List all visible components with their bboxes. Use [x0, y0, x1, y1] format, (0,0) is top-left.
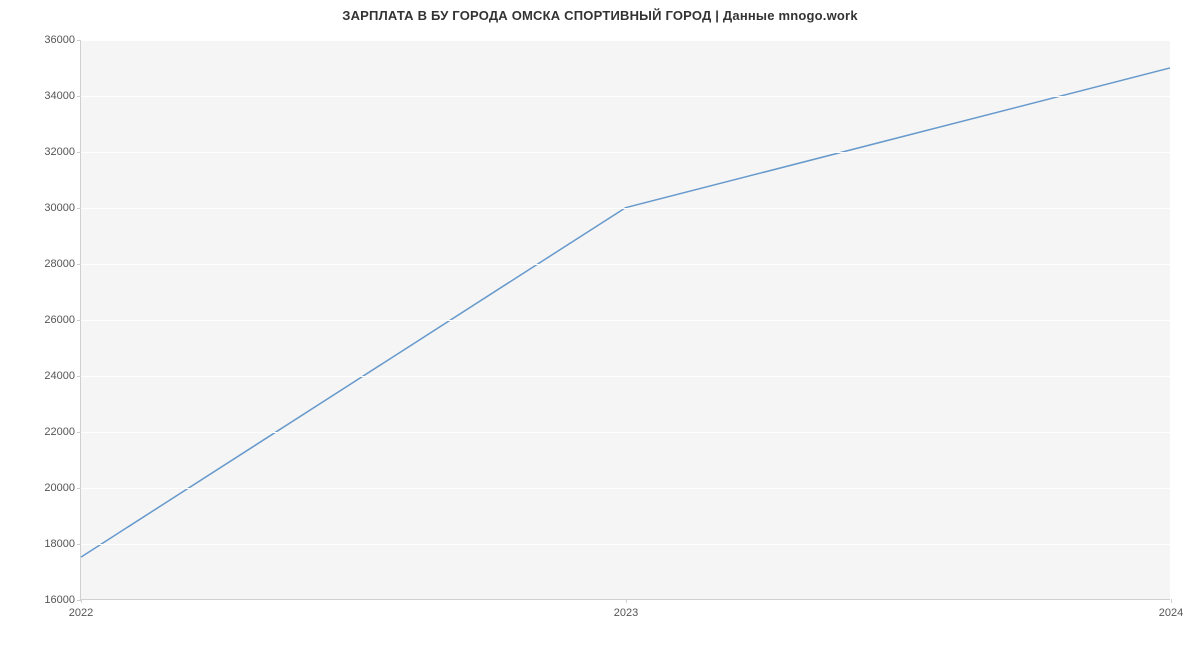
x-tick-label: 2024 [1159, 607, 1183, 619]
x-tick-mark [1171, 599, 1172, 603]
y-tick-mark [77, 320, 81, 321]
y-tick-label: 18000 [44, 538, 75, 550]
gridline-h [81, 544, 1170, 545]
gridline-h [81, 320, 1170, 321]
gridline-h [81, 152, 1170, 153]
y-tick-label: 32000 [44, 146, 75, 158]
y-tick-mark [77, 96, 81, 97]
x-tick-label: 2022 [69, 607, 93, 619]
y-tick-mark [77, 40, 81, 41]
x-tick-label: 2023 [614, 607, 638, 619]
y-tick-label: 34000 [44, 90, 75, 102]
x-tick-mark [626, 599, 627, 603]
line-series-salary [81, 68, 1170, 557]
y-tick-mark [77, 544, 81, 545]
y-tick-mark [77, 264, 81, 265]
gridline-h [81, 376, 1170, 377]
gridline-h [81, 488, 1170, 489]
y-tick-label: 22000 [44, 426, 75, 438]
y-tick-label: 28000 [44, 258, 75, 270]
chart-title: ЗАРПЛАТА В БУ ГОРОДА ОМСКА СПОРТИВНЫЙ ГО… [0, 8, 1200, 23]
salary-chart: ЗАРПЛАТА В БУ ГОРОДА ОМСКА СПОРТИВНЫЙ ГО… [0, 0, 1200, 650]
y-tick-label: 26000 [44, 314, 75, 326]
y-tick-label: 36000 [44, 34, 75, 46]
y-tick-label: 20000 [44, 482, 75, 494]
y-tick-mark [77, 432, 81, 433]
y-tick-label: 24000 [44, 370, 75, 382]
y-tick-mark [77, 488, 81, 489]
y-tick-mark [77, 208, 81, 209]
gridline-h [81, 208, 1170, 209]
gridline-h [81, 96, 1170, 97]
y-tick-label: 30000 [44, 202, 75, 214]
y-tick-mark [77, 152, 81, 153]
gridline-h [81, 40, 1170, 41]
gridline-h [81, 432, 1170, 433]
x-tick-mark [81, 599, 82, 603]
y-tick-mark [77, 376, 81, 377]
y-tick-label: 16000 [44, 594, 75, 606]
gridline-h [81, 264, 1170, 265]
plot-area: 1600018000200002200024000260002800030000… [80, 40, 1170, 600]
